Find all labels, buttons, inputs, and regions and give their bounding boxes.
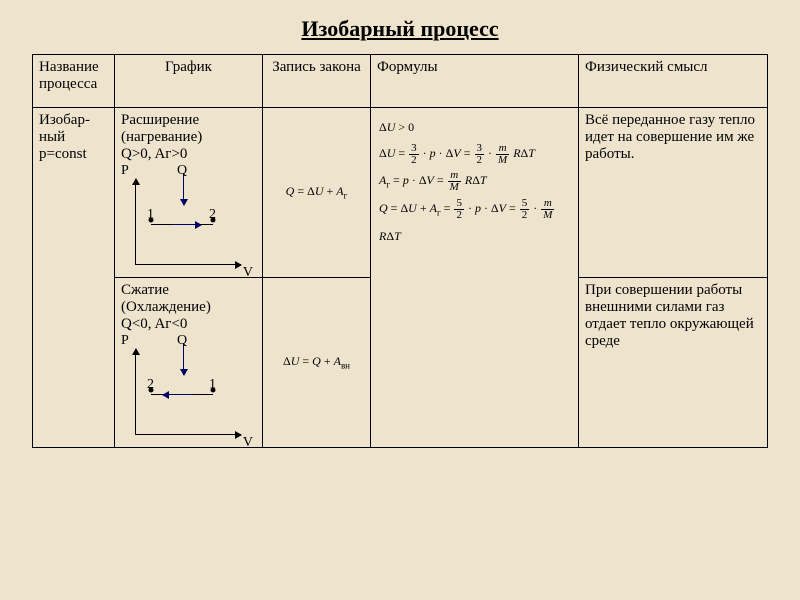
- col-law: Запись закона: [263, 55, 371, 108]
- pv-diagram-expansion: P Q 1 2 V: [121, 167, 251, 277]
- graph1-title-l1: Расширение: [121, 112, 199, 128]
- col-name: Название процесса: [33, 55, 115, 108]
- pv-diagram-compression: P Q 2 1 V: [121, 337, 251, 447]
- meaning-cell-2: При совершении работы внешними силами га…: [579, 278, 768, 448]
- axis-v: [135, 264, 241, 265]
- axis-v: [135, 434, 241, 435]
- formulas-cell: ΔU > 0 ΔU = 32 · p · ΔV = 32 · mM RΔT Aг…: [371, 108, 579, 448]
- process-name-l3: p=const: [39, 146, 87, 162]
- meaning-cell-1: Всё переданное газу тепло идет на соверш…: [579, 108, 768, 278]
- label-P: P: [121, 163, 129, 179]
- graph1-conditions: Q>0, Aг>0: [121, 146, 187, 162]
- col-meaning: Физический смысл: [579, 55, 768, 108]
- label-2: 2: [209, 207, 216, 223]
- process-name-l2: ный: [39, 129, 65, 145]
- law-cell-1: Q = ΔU + Aг: [263, 108, 371, 278]
- col-formula: Формулы: [371, 55, 579, 108]
- process-name-cell: Изобар- ный p=const: [33, 108, 115, 448]
- table-row: Изобар- ный p=const Расширение (нагреван…: [33, 108, 768, 278]
- process-name-l1: Изобар-: [39, 112, 90, 128]
- label-1: 1: [209, 377, 216, 393]
- law-cell-2: ΔU = Q + Aвн: [263, 278, 371, 448]
- label-1: 1: [147, 207, 154, 223]
- label-2: 2: [147, 377, 154, 393]
- col-graph: График: [115, 55, 263, 108]
- process-table: Название процесса График Запись закона Ф…: [32, 54, 768, 448]
- formula-dU: ΔU = 32 · p · ΔV = 32 · mM RΔT: [379, 140, 570, 166]
- graph2-conditions: Q<0, Aг<0: [121, 316, 187, 332]
- label-V: V: [243, 265, 253, 281]
- process-arrow-right: [171, 224, 201, 225]
- table-header-row: Название процесса График Запись закона Ф…: [33, 55, 768, 108]
- axis-p: [135, 179, 136, 265]
- formula-A: Aг = p · ΔV = mM RΔT: [379, 167, 570, 195]
- graph2-title-l2: (Охлаждение): [121, 299, 211, 315]
- graph2-title-l1: Сжатие: [121, 282, 169, 298]
- label-Q: Q: [177, 163, 187, 179]
- label-V: V: [243, 435, 253, 451]
- process-arrow-left: [163, 394, 193, 395]
- graph-cell-expansion: Расширение (нагревание) Q>0, Aг>0 P Q 1 …: [115, 108, 263, 278]
- formula-Q: Q = ΔU + Aг = 52 · p · ΔV = 52 · mM RΔT: [379, 195, 570, 250]
- graph1-title-l2: (нагревание): [121, 129, 202, 145]
- axis-p: [135, 349, 136, 435]
- label-Q: Q: [177, 333, 187, 349]
- formula-dU-sign: ΔU > 0: [379, 114, 570, 140]
- graph-cell-compression: Сжатие (Охлаждение) Q<0, Aг<0 P Q 2 1 V: [115, 278, 263, 448]
- label-P: P: [121, 333, 129, 349]
- page-title: Изобарный процесс: [32, 16, 768, 42]
